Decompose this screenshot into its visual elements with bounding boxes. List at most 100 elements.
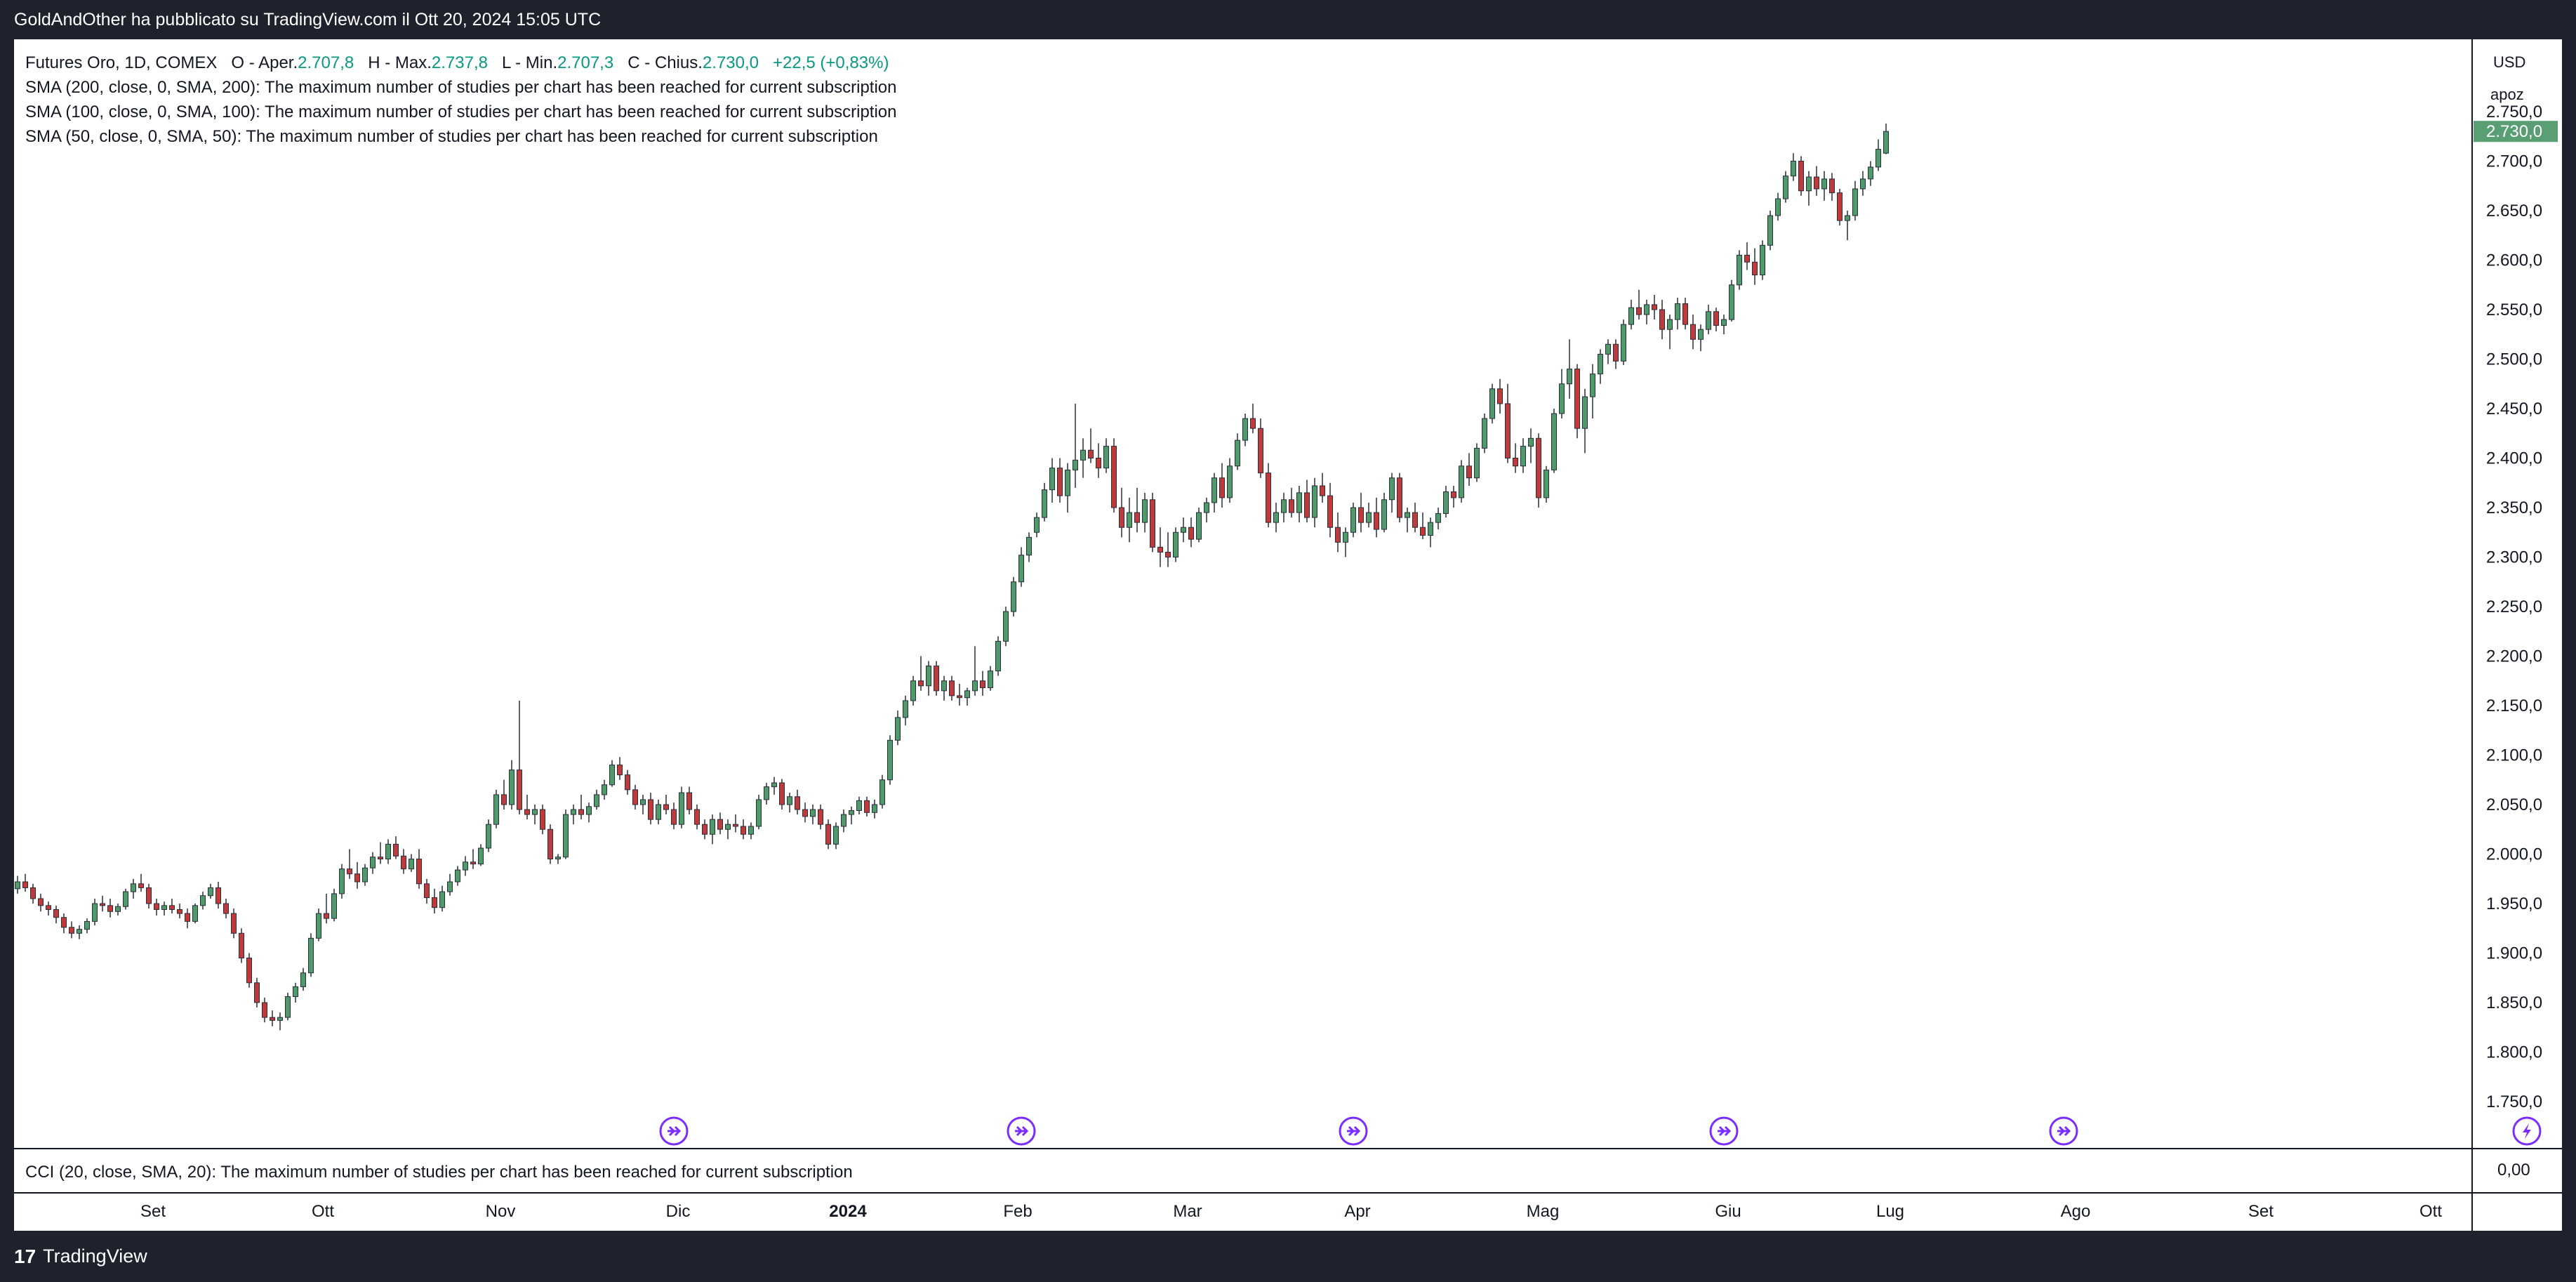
candle-up: [84, 920, 90, 930]
candle-up: [293, 986, 298, 998]
candle-down: [617, 765, 623, 776]
candle-down: [107, 905, 113, 912]
candle-up: [1211, 477, 1217, 503]
candle-down: [38, 898, 44, 906]
candle-up: [1242, 418, 1248, 441]
candle-up: [756, 799, 762, 827]
candle-up: [995, 640, 1001, 672]
price-tick-label: 2.600,0: [2486, 251, 2542, 270]
candle-up: [841, 814, 847, 827]
open-value: 2.707,8: [298, 53, 354, 72]
study-sma-200[interactable]: SMA (200, close, 0, SMA, 200): The maxim…: [25, 78, 897, 97]
candle-down: [779, 782, 785, 805]
candle-up: [370, 857, 376, 868]
scale-mode-label[interactable]: apoz: [2490, 86, 2524, 103]
price-tick-label: 1.800,0: [2486, 1043, 2542, 1062]
candle-up: [1567, 369, 1572, 385]
price-tick-label: 2.650,0: [2486, 201, 2542, 220]
candle-up: [833, 826, 839, 845]
candle-down: [393, 843, 399, 857]
candle-down: [741, 826, 746, 835]
candle-down: [239, 932, 244, 959]
candle-up: [1343, 531, 1348, 543]
candle-down: [1096, 458, 1101, 469]
candle-up: [277, 1017, 283, 1021]
candle-up: [1767, 215, 1773, 246]
candle-up: [571, 809, 576, 815]
candle-down: [1188, 527, 1194, 540]
candle-up: [208, 887, 213, 897]
cci-study-label[interactable]: CCI (20, close, SMA, 20): The maximum nu…: [25, 1163, 853, 1182]
candle-up: [1775, 198, 1781, 216]
candle-up: [1875, 149, 1881, 168]
candle-down: [254, 982, 260, 1003]
price-chart[interactable]: 2.750,0 2.700,0 2.650,0 2.600,0 2.550,0 2.500…: [14, 39, 2562, 1231]
candle-down: [957, 695, 962, 699]
candle-down: [1165, 551, 1171, 558]
open-label: O - Aper.: [231, 53, 298, 72]
price-tick-label: 1.950,0: [2486, 894, 2542, 913]
candle-up: [92, 903, 98, 922]
candle-up: [771, 782, 777, 788]
candle-up: [532, 809, 538, 815]
candle-up: [1598, 353, 1603, 375]
candle-down: [1466, 465, 1472, 479]
candle-up: [1783, 176, 1788, 199]
candle-down: [1829, 178, 1835, 194]
candle-up: [1196, 512, 1202, 540]
candle-up: [988, 670, 993, 689]
candle-down: [401, 855, 406, 870]
study-sma-50[interactable]: SMA (50, close, 0, SMA, 50): The maximum…: [25, 127, 878, 146]
candle-up: [1296, 492, 1302, 513]
candle-down: [547, 828, 553, 860]
candle-up: [555, 857, 561, 860]
price-tick-label: 1.850,0: [2486, 993, 2542, 1012]
candle-down: [918, 680, 924, 687]
candle-up: [1628, 307, 1634, 325]
candle-up: [725, 824, 731, 830]
candle-up: [879, 779, 885, 805]
high-label: H - Max.: [368, 53, 432, 72]
candle-down: [540, 809, 545, 830]
candle-up: [1003, 611, 1009, 642]
price-tick-label: 2.500,0: [2486, 350, 2542, 369]
candle-down: [1420, 527, 1426, 536]
candle-up: [1667, 319, 1673, 330]
candle-down: [1752, 261, 1758, 276]
lightning-glyph: [2523, 1123, 2531, 1139]
symbol-name[interactable]: Futures Oro, 1D, COMEX: [25, 53, 218, 72]
candle-up: [1273, 512, 1279, 523]
candle-up: [1034, 517, 1040, 533]
time-tick-label: Giu: [1715, 1202, 1741, 1221]
candle-up: [1821, 178, 1827, 190]
candle-down: [1652, 304, 1657, 310]
price-tick-label: 2.700,0: [2486, 152, 2542, 171]
candle-down: [663, 804, 669, 810]
candle-up: [455, 869, 460, 883]
candle-down: [61, 917, 67, 928]
candle-down: [501, 794, 507, 805]
candle-up: [1042, 489, 1047, 518]
candle-up: [493, 794, 499, 825]
candle-up: [594, 794, 599, 807]
candle-up: [362, 867, 368, 883]
candle-down: [1088, 449, 1094, 458]
candle-down: [416, 859, 422, 885]
candle-down: [1814, 176, 1819, 190]
candle-down: [864, 800, 870, 813]
candle-up: [1860, 178, 1866, 190]
low-label: L - Min.: [502, 53, 558, 72]
candle-down: [347, 868, 352, 875]
candle-up: [1227, 465, 1233, 498]
chart-legend: Futures Oro, 1D, COMEX O - Aper.2.707,8 …: [25, 51, 896, 149]
candle-down: [231, 913, 237, 934]
time-tick-label: Apr: [1344, 1202, 1370, 1221]
currency-label[interactable]: USD: [2493, 53, 2526, 71]
candle-up: [656, 804, 661, 820]
study-sma-100[interactable]: SMA (100, close, 0, SMA, 100): The maxim…: [25, 103, 897, 121]
publish-info: GoldAndOther ha pubblicato su TradingVie…: [14, 10, 602, 29]
candle-down: [1713, 311, 1719, 326]
candle-up: [486, 824, 491, 849]
chart-frame[interactable]: Futures Oro, 1D, COMEX O - Aper.2.707,8 …: [14, 39, 2562, 1231]
low-value: 2.707,3: [557, 53, 614, 72]
